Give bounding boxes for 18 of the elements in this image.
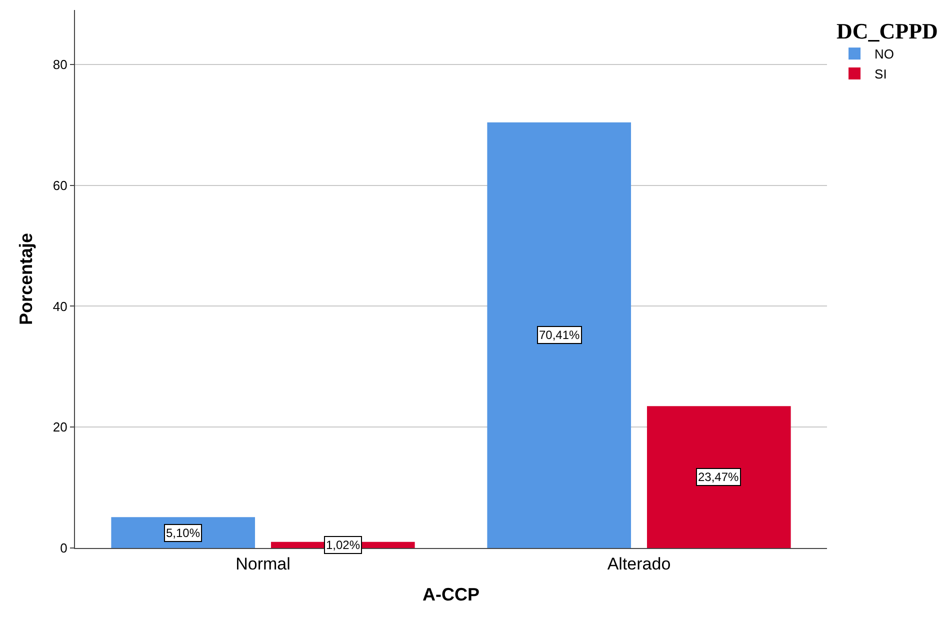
x-axis-title: A-CCP	[422, 584, 480, 604]
legend-label: NO	[874, 46, 894, 62]
y-tick-label: 40	[52, 298, 68, 314]
x-tick-label: Normal	[236, 554, 290, 574]
data-label: 5,10%	[166, 526, 200, 540]
legend-label: SI	[874, 66, 887, 82]
bar	[487, 122, 632, 548]
data-label: 23,47%	[698, 470, 740, 484]
data-label: 70,41%	[539, 328, 580, 342]
y-axis-title: Porcentaje	[16, 232, 36, 326]
bar	[646, 406, 791, 548]
y-tick-label: 80	[52, 56, 68, 72]
legend-title: DC_CPPD	[836, 18, 938, 44]
x-tick-label: Alterado	[607, 554, 671, 574]
y-tick-label: 60	[52, 178, 68, 193]
y-tick-label: 20	[52, 420, 68, 435]
data-label: 1,02%	[326, 538, 360, 552]
y-tick-label: 0	[60, 540, 68, 556]
